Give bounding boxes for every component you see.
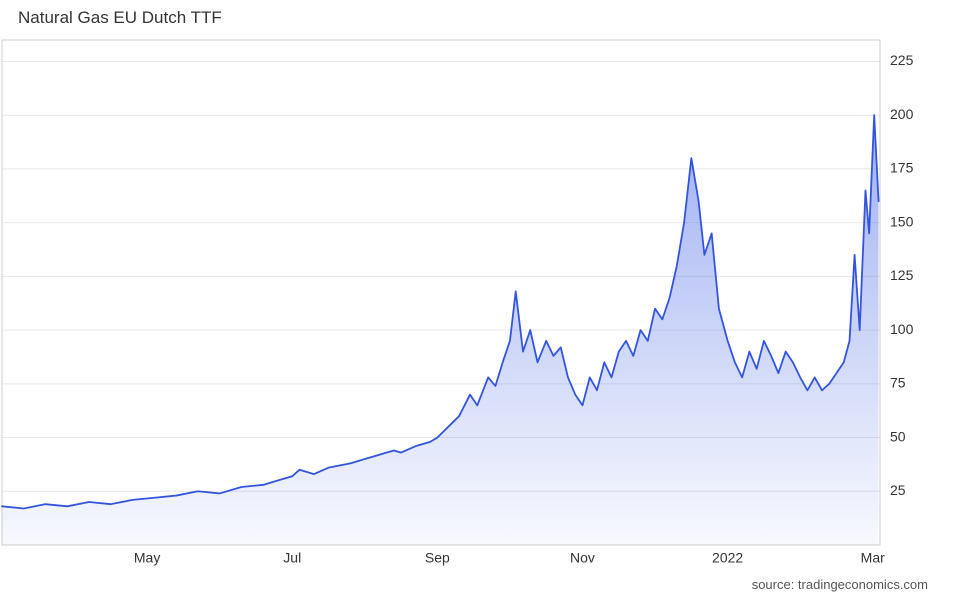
svg-text:225: 225 <box>890 52 914 68</box>
svg-text:25: 25 <box>890 482 906 498</box>
svg-text:150: 150 <box>890 213 914 229</box>
svg-text:200: 200 <box>890 106 914 122</box>
svg-text:125: 125 <box>890 267 914 283</box>
svg-text:100: 100 <box>890 321 914 337</box>
svg-text:Sep: Sep <box>425 549 450 565</box>
svg-text:May: May <box>134 549 160 565</box>
svg-text:Nov: Nov <box>570 549 595 565</box>
x-axis-labels: May Jul Sep Nov 2022 Mar <box>134 549 885 565</box>
y-axis-labels: 25 50 75 100 125 150 175 200 225 <box>890 52 914 498</box>
svg-text:Jul: Jul <box>283 549 301 565</box>
chart-container: Natural Gas EU Dutch TTF 255075100125150… <box>0 0 956 600</box>
svg-text:50: 50 <box>890 428 906 444</box>
source-attribution: source: tradingeconomics.com <box>752 577 928 592</box>
chart-svg: 25 50 75 100 125 150 175 200 225 May Jul Sep Nov 202… <box>0 0 956 600</box>
svg-text:2022: 2022 <box>712 549 743 565</box>
svg-text:Mar: Mar <box>861 549 885 565</box>
svg-text:175: 175 <box>890 160 914 176</box>
svg-text:75: 75 <box>890 375 906 391</box>
